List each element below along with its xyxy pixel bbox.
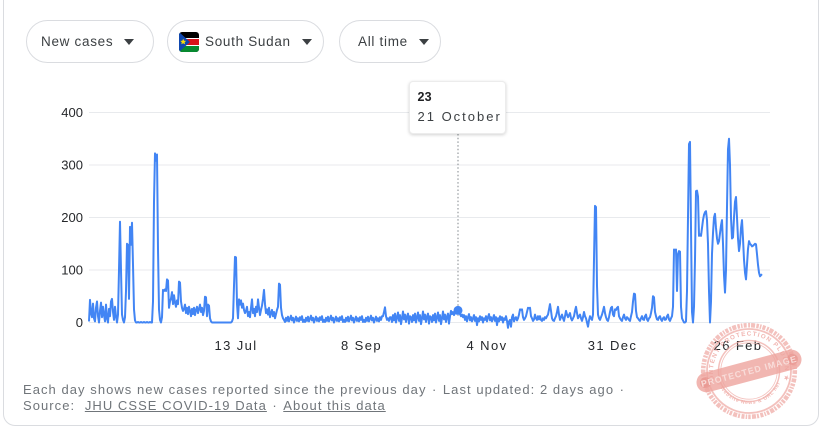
svg-text:400: 400 bbox=[61, 105, 83, 120]
svg-text:13 Jul: 13 Jul bbox=[214, 338, 257, 353]
svg-text:100: 100 bbox=[61, 263, 83, 278]
svg-text:4 Nov: 4 Nov bbox=[467, 338, 508, 353]
svg-text:300: 300 bbox=[61, 158, 83, 173]
svg-text:200: 200 bbox=[61, 210, 83, 225]
svg-text:0: 0 bbox=[76, 315, 83, 330]
svg-text:8 Sep: 8 Sep bbox=[341, 338, 382, 353]
svg-text:31 Dec: 31 Dec bbox=[588, 338, 638, 353]
